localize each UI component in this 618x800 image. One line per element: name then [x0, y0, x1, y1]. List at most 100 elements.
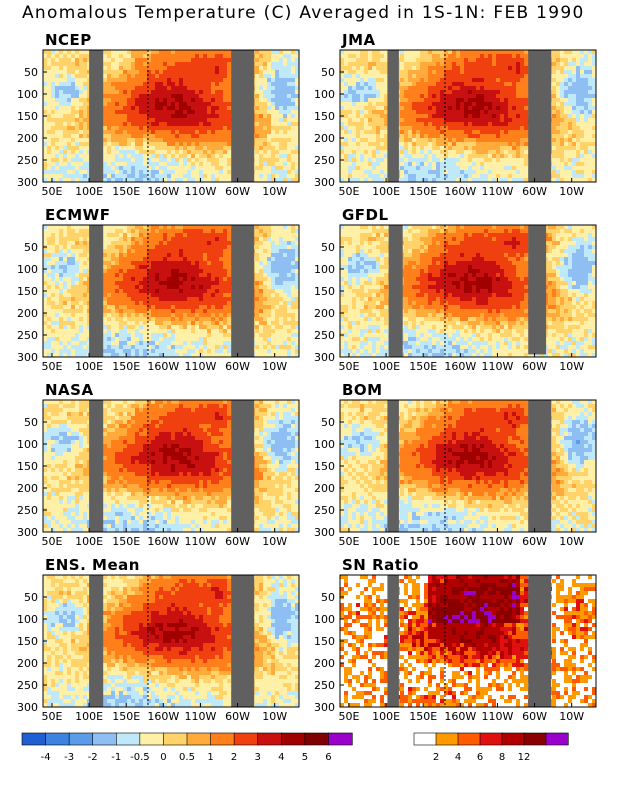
heatmap-cell — [203, 98, 208, 103]
heatmap-cell — [372, 78, 377, 83]
heatmap-cell — [175, 134, 180, 139]
heatmap-cell — [432, 174, 437, 179]
heatmap-cell — [552, 102, 557, 107]
heatmap-cell — [568, 170, 573, 175]
heatmap-cell — [444, 158, 449, 163]
heatmap-cell — [219, 126, 224, 131]
heatmap-cell — [500, 138, 505, 143]
heatmap-cell — [580, 82, 585, 87]
heatmap-cell — [524, 162, 529, 167]
y-tick-label: 200 — [17, 132, 38, 145]
heatmap-cell — [203, 166, 208, 171]
heatmap-cell — [75, 126, 80, 131]
heatmap-cell — [480, 154, 485, 159]
heatmap-cell — [452, 118, 457, 123]
heatmap-cell — [123, 253, 128, 258]
heatmap-cell — [384, 90, 389, 95]
heatmap-cell — [267, 50, 272, 55]
heatmap-cell — [275, 150, 280, 155]
heatmap-cell — [295, 142, 300, 147]
heatmap-cell — [67, 126, 72, 131]
heatmap-cell — [183, 122, 188, 127]
heatmap-cell — [103, 233, 108, 238]
heatmap-cell — [219, 130, 224, 135]
heatmap-cell — [291, 50, 296, 55]
heatmap-cell — [175, 118, 180, 123]
heatmap-cell — [79, 110, 84, 115]
heatmap-cell — [175, 86, 180, 91]
heatmap-cell — [476, 50, 481, 55]
heatmap-cell — [572, 158, 577, 163]
heatmap-cell — [504, 118, 509, 123]
heatmap-cell — [348, 138, 353, 143]
heatmap-cell — [67, 245, 72, 250]
heatmap-cell — [63, 50, 68, 55]
land-mask — [231, 50, 255, 182]
heatmap-cell — [223, 106, 228, 111]
heatmap-cell — [472, 118, 477, 123]
heatmap-cell — [584, 110, 589, 115]
heatmap-cell — [115, 94, 120, 99]
heatmap-cell — [187, 265, 192, 270]
heatmap-cell — [552, 98, 557, 103]
heatmap-cell — [43, 166, 48, 171]
heatmap-cell — [283, 142, 288, 147]
heatmap-cell — [468, 142, 473, 147]
heatmap-cell — [356, 118, 361, 123]
heatmap-cell — [115, 70, 120, 75]
heatmap-cell — [75, 154, 80, 159]
heatmap-cell — [368, 114, 373, 119]
heatmap-cell — [512, 74, 517, 79]
heatmap-cell — [524, 70, 529, 75]
heatmap-cell — [47, 166, 52, 171]
heatmap-cell — [283, 245, 288, 250]
heatmap-cell — [400, 58, 405, 63]
heatmap-cell — [420, 158, 425, 163]
heatmap-cell — [151, 70, 156, 75]
heatmap-cell — [295, 166, 300, 171]
heatmap-cell — [400, 142, 405, 147]
heatmap-cell — [211, 146, 216, 151]
heatmap-cell — [219, 78, 224, 83]
heatmap-cell — [223, 98, 228, 103]
heatmap-cell — [420, 150, 425, 155]
heatmap-cell — [131, 126, 136, 131]
heatmap-cell — [384, 50, 389, 55]
heatmap-cell — [63, 126, 68, 131]
heatmap-cell — [139, 50, 144, 55]
heatmap-cell — [79, 62, 84, 67]
heatmap-cell — [380, 78, 385, 83]
heatmap-cell — [291, 253, 296, 258]
land-mask — [387, 50, 399, 182]
heatmap-cell — [107, 233, 112, 238]
heatmap-cell — [279, 174, 284, 179]
heatmap-cell — [203, 118, 208, 123]
heatmap-cell — [488, 86, 493, 91]
heatmap-cell — [448, 50, 453, 55]
heatmap-cell — [111, 66, 116, 71]
heatmap-cell — [504, 110, 509, 115]
heatmap-cell — [580, 146, 585, 151]
heatmap-cell — [71, 158, 76, 163]
heatmap-cell — [103, 166, 108, 171]
heatmap-cell — [43, 249, 48, 254]
heatmap-cell — [372, 118, 377, 123]
heatmap-cell — [103, 142, 108, 147]
heatmap-cell — [476, 70, 481, 75]
heatmap-cell — [484, 154, 489, 159]
heatmap-cell — [135, 158, 140, 163]
heatmap-cell — [59, 54, 64, 59]
heatmap-cell — [416, 78, 421, 83]
heatmap-cell — [195, 158, 200, 163]
heatmap-cell — [179, 253, 184, 258]
heatmap-cell — [215, 257, 220, 262]
heatmap-cell — [67, 110, 72, 115]
heatmap-cell — [279, 138, 284, 143]
heatmap-cell — [368, 122, 373, 127]
heatmap-cell — [103, 90, 108, 95]
heatmap-cell — [127, 66, 132, 71]
heatmap-cell — [135, 178, 140, 183]
heatmap-cell — [552, 94, 557, 99]
heatmap-cell — [183, 158, 188, 163]
heatmap-cell — [275, 74, 280, 79]
